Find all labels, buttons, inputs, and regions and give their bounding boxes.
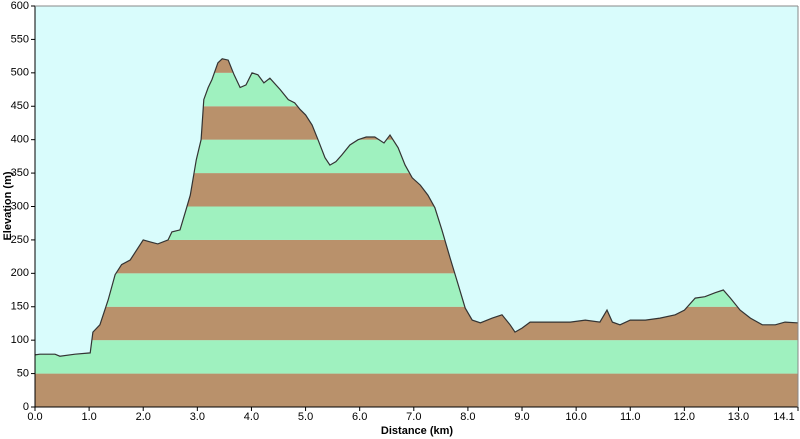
x-tick-label: 0.0: [27, 411, 42, 423]
x-tick-label: 7.0: [406, 411, 421, 423]
y-tick-label: 550: [11, 33, 29, 45]
x-tick-label: 14.1: [773, 411, 794, 423]
y-tick-label: 350: [11, 167, 29, 179]
x-tick-label: 10.0: [565, 411, 586, 423]
x-tick-label: 8.0: [460, 411, 475, 423]
x-axis-label: Distance (km): [381, 425, 453, 437]
x-tick-label: 1.0: [81, 411, 96, 423]
y-tick-label: 300: [11, 200, 29, 212]
y-tick-label: 150: [11, 301, 29, 313]
y-tick-label: 400: [11, 134, 29, 146]
y-tick-label: 250: [11, 234, 29, 246]
y-tick-label: 200: [11, 267, 29, 279]
x-tick-label: 12.0: [674, 411, 695, 423]
x-tick-label: 13.0: [728, 411, 749, 423]
elevation-band: [35, 306, 798, 341]
x-tick-label: 11.0: [620, 411, 641, 423]
marks: [34, 58, 798, 357]
y-tick-label: 450: [11, 100, 29, 112]
elevation-band: [35, 373, 798, 407]
x-tick-label: 4.0: [244, 411, 259, 423]
y-axis-label: Elevation (m): [2, 171, 14, 240]
y-tick-label: 0: [23, 401, 29, 413]
y-tick-label: 100: [11, 334, 29, 346]
y-tick-label: 600: [11, 0, 29, 12]
y-tick-label: 500: [11, 67, 29, 79]
elevation-band: [35, 340, 798, 374]
x-tick-label: 3.0: [190, 411, 205, 423]
x-tick-label: 2.0: [136, 411, 151, 423]
y-tick-label: 50: [17, 367, 29, 379]
elevation-line: [34, 58, 798, 357]
x-tick-label: 5.0: [298, 411, 313, 423]
x-tick-label: 9.0: [514, 411, 529, 423]
x-tick-label: 6.0: [352, 411, 367, 423]
